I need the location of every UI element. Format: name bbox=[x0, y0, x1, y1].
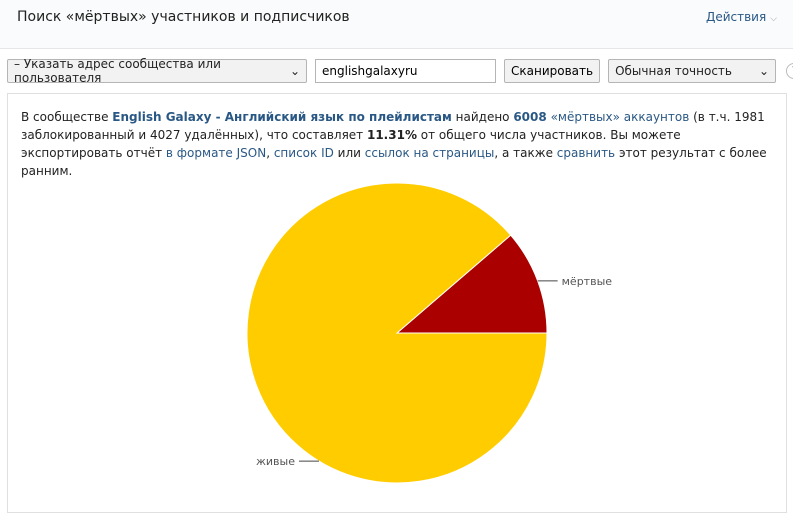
id-list-link[interactable]: список ID bbox=[273, 146, 334, 160]
page-links-link[interactable]: ссылок на страницы bbox=[364, 146, 495, 160]
text: этот результат с более ранним. bbox=[21, 146, 767, 178]
dead-accounts-link[interactable]: «мёртвых» аккаунтов bbox=[550, 110, 690, 124]
address-input[interactable]: englishgalaxyru bbox=[315, 58, 496, 83]
text: В сообществе bbox=[21, 110, 113, 124]
text: от общего числа участников. Вы можете эк… bbox=[21, 128, 681, 160]
text: найдено bbox=[451, 110, 514, 124]
actions-label: Действия bbox=[705, 10, 767, 24]
actions-menu[interactable]: Действия ⌵ bbox=[706, 10, 777, 24]
group-link[interactable]: English Galaxy - Английский язык по плей… bbox=[112, 110, 452, 124]
source-select-value: – Указать адрес сообщества или пользоват… bbox=[14, 56, 221, 85]
pie-slice-1 bbox=[246, 182, 548, 484]
dead-count: 6008 bbox=[513, 110, 547, 124]
compare-link[interactable]: сравнить bbox=[556, 146, 616, 160]
text: , а также bbox=[494, 146, 557, 160]
toolbar: – Указать адрес сообщества или пользоват… bbox=[7, 56, 793, 85]
help-icon[interactable]: ? bbox=[786, 62, 793, 79]
dead-percent: 11.31% bbox=[366, 128, 417, 142]
text: (в т.ч. 1981 заблокированный и 4027 удал… bbox=[21, 110, 765, 142]
pie-slice-0 bbox=[395, 234, 548, 334]
page-title: Поиск «мёртвых» участников и подписчиков bbox=[17, 9, 350, 25]
accuracy-select[interactable]: Обычная точность ⌄ bbox=[608, 58, 777, 83]
source-select[interactable]: – Указать адрес сообщества или пользоват… bbox=[7, 56, 307, 85]
scan-button[interactable]: Сканировать bbox=[504, 58, 601, 83]
pie-label: живые bbox=[256, 455, 295, 468]
text: или bbox=[333, 146, 365, 160]
chevron-down-icon: ⌵ bbox=[770, 14, 777, 24]
page-header: Поиск «мёртвых» участников и подписчиков… bbox=[0, 0, 793, 49]
result-summary: В сообществе English Galaxy - Английский… bbox=[21, 108, 776, 180]
pie-chart: мёртвые живые bbox=[246, 182, 613, 484]
chevron-down-icon: ⌄ bbox=[289, 63, 300, 78]
text: , bbox=[266, 146, 274, 160]
pie-label: мёртвые bbox=[562, 275, 613, 288]
chevron-down-icon: ⌄ bbox=[759, 63, 770, 78]
accuracy-select-value: Обычная точность bbox=[615, 63, 732, 78]
export-json-link[interactable]: в формате JSON bbox=[165, 146, 267, 160]
